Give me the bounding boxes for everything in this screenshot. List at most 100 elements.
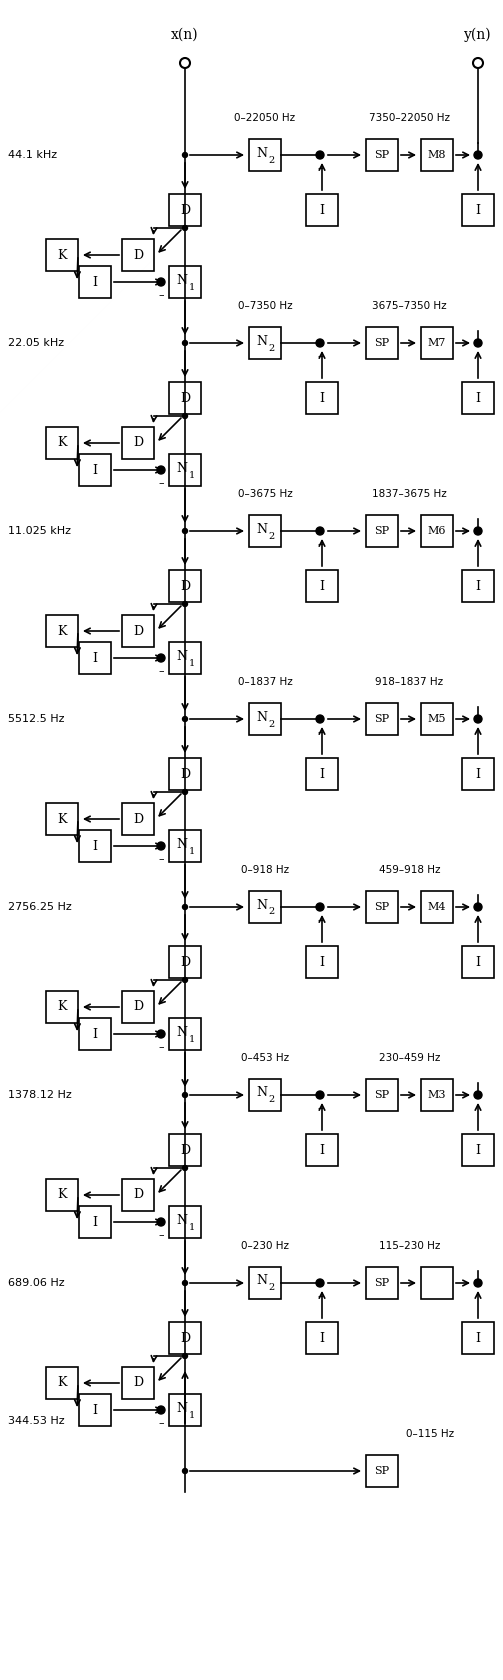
Circle shape	[157, 654, 165, 662]
FancyBboxPatch shape	[169, 381, 201, 413]
Text: I: I	[475, 1144, 480, 1156]
Circle shape	[183, 341, 188, 346]
Text: D: D	[180, 580, 190, 593]
FancyBboxPatch shape	[306, 570, 338, 601]
Circle shape	[157, 1030, 165, 1038]
Text: 0–3675 Hz: 0–3675 Hz	[237, 489, 292, 499]
Circle shape	[474, 716, 482, 722]
Text: I: I	[319, 391, 324, 405]
Text: N: N	[177, 1401, 188, 1415]
FancyBboxPatch shape	[306, 758, 338, 790]
Text: 1: 1	[189, 847, 195, 855]
FancyBboxPatch shape	[46, 427, 78, 459]
Text: I: I	[475, 956, 480, 968]
Text: N: N	[257, 334, 268, 348]
Text: I: I	[93, 464, 98, 477]
Circle shape	[474, 1278, 482, 1287]
Text: 5512.5 Hz: 5512.5 Hz	[8, 714, 64, 724]
Circle shape	[183, 601, 188, 606]
Text: –: –	[158, 853, 164, 864]
Text: M4: M4	[428, 902, 446, 912]
Circle shape	[316, 151, 324, 160]
Text: I: I	[475, 1332, 480, 1344]
Circle shape	[183, 790, 188, 795]
Text: –: –	[158, 1230, 164, 1240]
Circle shape	[157, 465, 165, 474]
Text: K: K	[57, 813, 67, 825]
Text: 1: 1	[189, 470, 195, 479]
Text: 11.025 kHz: 11.025 kHz	[8, 526, 71, 536]
Text: I: I	[475, 768, 480, 781]
Text: M8: M8	[428, 150, 446, 160]
Text: 0–230 Hz: 0–230 Hz	[241, 1242, 289, 1252]
Text: K: K	[57, 437, 67, 450]
Text: I: I	[475, 580, 480, 593]
Text: 918–1837 Hz: 918–1837 Hz	[375, 677, 444, 687]
FancyBboxPatch shape	[366, 890, 398, 922]
Text: N: N	[257, 711, 268, 724]
Text: SP: SP	[374, 526, 389, 536]
Text: 2: 2	[269, 907, 275, 917]
FancyBboxPatch shape	[169, 946, 201, 978]
FancyBboxPatch shape	[249, 890, 281, 922]
FancyBboxPatch shape	[122, 427, 154, 459]
Text: SP: SP	[374, 1278, 389, 1289]
Text: SP: SP	[374, 902, 389, 912]
FancyBboxPatch shape	[421, 139, 453, 171]
FancyBboxPatch shape	[421, 1267, 453, 1299]
FancyBboxPatch shape	[421, 702, 453, 736]
FancyBboxPatch shape	[46, 615, 78, 647]
FancyBboxPatch shape	[122, 1368, 154, 1399]
Text: D: D	[180, 956, 190, 968]
Text: 2: 2	[269, 156, 275, 165]
Text: I: I	[93, 1028, 98, 1040]
Text: 2: 2	[269, 719, 275, 729]
Circle shape	[183, 978, 188, 983]
Text: N: N	[177, 1213, 188, 1226]
FancyBboxPatch shape	[249, 328, 281, 360]
Circle shape	[474, 528, 482, 534]
Text: 0–1837 Hz: 0–1837 Hz	[237, 677, 292, 687]
FancyBboxPatch shape	[462, 381, 494, 413]
FancyBboxPatch shape	[366, 1079, 398, 1110]
Text: SP: SP	[374, 1467, 389, 1477]
FancyBboxPatch shape	[306, 1134, 338, 1166]
Text: 230–459 Hz: 230–459 Hz	[379, 1053, 440, 1063]
Text: –: –	[317, 1290, 323, 1300]
FancyBboxPatch shape	[366, 139, 398, 171]
FancyBboxPatch shape	[122, 239, 154, 270]
Text: SP: SP	[374, 714, 389, 724]
Circle shape	[316, 716, 324, 722]
FancyBboxPatch shape	[169, 758, 201, 790]
FancyBboxPatch shape	[169, 454, 201, 486]
FancyBboxPatch shape	[421, 890, 453, 922]
Text: I: I	[93, 840, 98, 852]
FancyBboxPatch shape	[366, 702, 398, 736]
Text: K: K	[57, 1188, 67, 1201]
FancyBboxPatch shape	[249, 702, 281, 736]
Text: –: –	[317, 1104, 323, 1112]
FancyBboxPatch shape	[46, 991, 78, 1023]
Text: N: N	[177, 838, 188, 850]
Circle shape	[183, 1468, 188, 1473]
Text: I: I	[93, 652, 98, 665]
FancyBboxPatch shape	[366, 1267, 398, 1299]
Text: N: N	[257, 1275, 268, 1287]
Text: 2: 2	[269, 1284, 275, 1292]
Text: 1837–3675 Hz: 1837–3675 Hz	[372, 489, 447, 499]
FancyBboxPatch shape	[249, 1079, 281, 1110]
Text: SP: SP	[374, 338, 389, 348]
FancyBboxPatch shape	[366, 516, 398, 548]
Text: I: I	[319, 768, 324, 781]
FancyBboxPatch shape	[79, 1206, 111, 1238]
Circle shape	[183, 153, 188, 158]
FancyBboxPatch shape	[79, 1018, 111, 1050]
Text: –: –	[158, 1042, 164, 1052]
FancyBboxPatch shape	[249, 1267, 281, 1299]
Text: D: D	[133, 1376, 143, 1389]
FancyBboxPatch shape	[79, 454, 111, 486]
Text: D: D	[180, 391, 190, 405]
FancyBboxPatch shape	[79, 1394, 111, 1426]
Text: 344.53 Hz: 344.53 Hz	[8, 1416, 64, 1426]
Text: I: I	[93, 1403, 98, 1416]
